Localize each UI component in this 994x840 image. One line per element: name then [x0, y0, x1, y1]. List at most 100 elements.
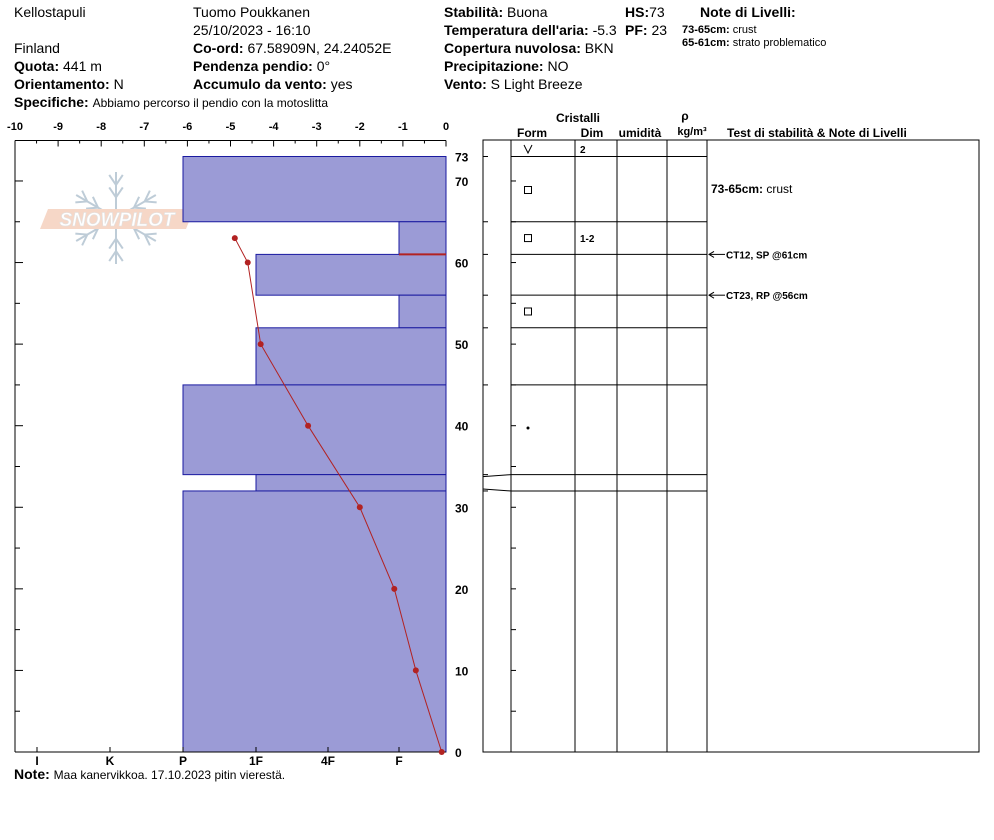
- hardness-layer: [182, 156, 447, 223]
- note-livelli-title: Note di Livelli:: [700, 4, 796, 20]
- form-square-icon: [524, 307, 532, 316]
- height-tick-label: 20: [455, 583, 469, 597]
- form-v-icon: [523, 144, 533, 155]
- layer-connector: [482, 488, 512, 492]
- height-tick-label: 73: [455, 151, 469, 165]
- stability-test-label: CT23, RP @56cm: [726, 291, 808, 302]
- snowflake-branch: [144, 232, 157, 236]
- hs-value: 73: [649, 4, 665, 20]
- hardness-tick-label: 1F: [249, 754, 263, 768]
- precipitazione-value: NO: [547, 58, 569, 74]
- note-livelli-1: 73-65cm: crust: [682, 24, 757, 37]
- height-tick-label: 10: [455, 664, 469, 678]
- stabilita-value: Buona: [507, 4, 548, 20]
- snowflake-branch: [108, 250, 117, 262]
- vento-value: S Light Breeze: [490, 76, 583, 92]
- precipitazione: Precipitazione: NO: [444, 58, 568, 74]
- note-livelli-2: 65-61cm: strato problematico: [682, 37, 826, 50]
- temperature-tick-label: -7: [139, 121, 149, 133]
- snowflake-branch: [91, 196, 99, 209]
- hardness-layer: [182, 384, 447, 476]
- temperature-tick-label: 0: [443, 121, 449, 133]
- accumulo-label: Accumulo da vento:: [193, 76, 327, 92]
- snowflake-branch: [143, 234, 151, 246]
- note-livelli-2-range: 65-61cm:: [682, 37, 730, 49]
- pf: PF: 23: [625, 22, 668, 38]
- stabilita: Stabilità: Buona: [444, 4, 548, 20]
- temperature-tick-label: -6: [183, 121, 193, 133]
- height-tick-label: 50: [455, 338, 469, 352]
- form-square-icon: [524, 234, 532, 243]
- temperature-point: [305, 422, 312, 429]
- header-density-unit: kg/m³: [677, 126, 707, 138]
- temperature-tick-label: -2: [355, 121, 365, 133]
- pf-value: 23: [651, 22, 668, 38]
- temperature-tick-label: -1: [398, 121, 408, 133]
- pendenza: Pendenza pendio: 0°: [193, 58, 330, 74]
- surface-dim: 2: [580, 145, 586, 156]
- copertura-label: Copertura nuvolosa:: [444, 40, 581, 56]
- specifiche-value: Abbiamo percorso il pendio con la motosl…: [92, 96, 329, 110]
- layer-note-text: crust: [766, 182, 793, 196]
- hardness-tick-label: F: [395, 754, 402, 768]
- copertura-value: BKN: [584, 40, 614, 56]
- hardness-layer: [398, 294, 447, 329]
- hs-label: HS:: [625, 4, 650, 20]
- header-umidita: umidità: [619, 126, 662, 140]
- location: Kellostapuli: [14, 4, 86, 20]
- layer-dim: 1-2: [580, 234, 595, 245]
- hardness-tick-label: 4F: [321, 754, 335, 768]
- temperature-point: [412, 667, 419, 674]
- temperature-point: [391, 585, 398, 592]
- coord: Co-ord: 67.58909N, 24.24052E: [193, 40, 391, 56]
- precipitazione-label: Precipitazione:: [444, 58, 544, 74]
- header-form: Form: [517, 126, 547, 140]
- temperature-tick-label: -4: [269, 121, 280, 133]
- temperature-point: [231, 235, 238, 242]
- pendenza-value: 0°: [316, 58, 331, 74]
- temperature-tick-label: -3: [312, 121, 322, 133]
- form-square-icon: [524, 186, 532, 194]
- height-tick-label: 30: [455, 501, 469, 515]
- temperature-point: [244, 259, 251, 266]
- note-livelli-1-range: 73-65cm:: [682, 24, 730, 36]
- hardness-layer: [182, 490, 447, 753]
- snowflake-branch: [108, 174, 117, 186]
- hs: HS:73: [625, 4, 665, 20]
- height-tick-label: 40: [455, 420, 469, 434]
- test-arrow-head: [708, 250, 715, 258]
- snowflake-branch: [133, 196, 141, 209]
- layer-note: 73-65cm: crust: [711, 182, 793, 196]
- note-livelli-1-text: crust: [732, 24, 757, 36]
- footer-note-label: Note:: [14, 766, 50, 782]
- table-frame: [482, 139, 980, 753]
- snowflake-branch: [86, 206, 99, 210]
- height-tick-label: 60: [455, 257, 469, 271]
- height-tick-label: 0: [455, 746, 462, 760]
- specifiche-label: Specifiche:: [14, 94, 89, 110]
- temperature-point: [356, 504, 363, 511]
- quota-label: Quota:: [14, 58, 60, 74]
- height-tick-label: 70: [455, 175, 469, 189]
- orientamento: Orientamento: N: [14, 76, 124, 92]
- snowflake-branch: [115, 238, 124, 250]
- snowflake-branch: [133, 206, 146, 210]
- logo-text: SNOWPILOT: [59, 210, 175, 231]
- temperature-tick-label: -10: [7, 121, 23, 133]
- header-rho: ρ: [681, 109, 688, 123]
- hardness-layer: [255, 327, 447, 386]
- temperature-tick-label: -8: [96, 121, 106, 133]
- specifiche: Specifiche: Abbiamo percorso il pendio c…: [14, 94, 328, 111]
- hardness-layer: [255, 253, 447, 296]
- vento-label: Vento:: [444, 76, 487, 92]
- temperatura: Temperatura dell'aria: -5.3: [444, 22, 617, 38]
- temperature-line: [234, 237, 443, 753]
- pendenza-label: Pendenza pendio:: [193, 58, 313, 74]
- snowflake-branch: [133, 227, 141, 240]
- header-dim: Dim: [581, 126, 604, 140]
- quota: Quota: 441 m: [14, 58, 102, 74]
- test-arrow-head: [708, 291, 715, 299]
- snowflake-branch: [108, 238, 117, 250]
- copertura: Copertura nuvolosa: BKN: [444, 40, 614, 56]
- snowflake-branch: [115, 186, 124, 198]
